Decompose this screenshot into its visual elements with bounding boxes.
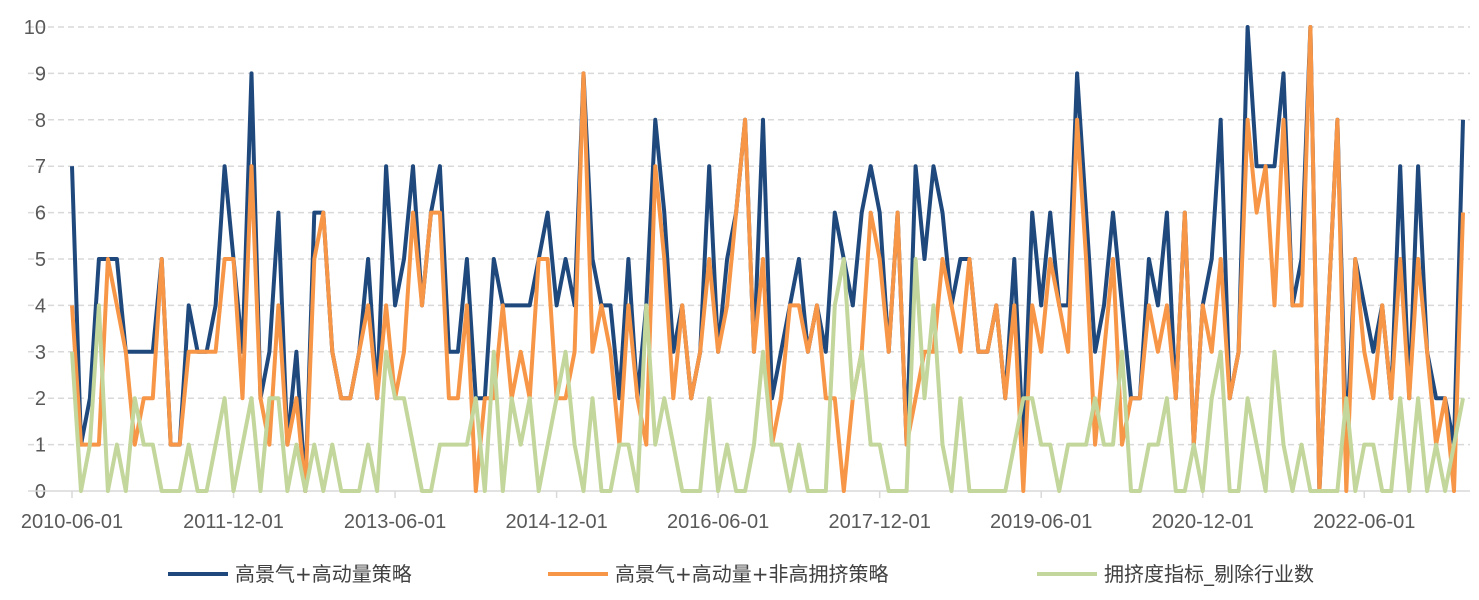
y-tick-label: 0	[35, 481, 46, 503]
y-tick-label: 5	[35, 249, 46, 271]
y-tick-label: 7	[35, 156, 46, 178]
y-tick-label: 10	[24, 17, 46, 39]
y-tick-label: 6	[35, 203, 46, 225]
y-tick-label: 4	[35, 295, 46, 317]
y-axis-tick-labels: 0 1 2 3 4 5 6 7 8 9 10	[24, 17, 46, 503]
x-tick-label: 2020-12-01	[1152, 511, 1254, 533]
x-tick-label: 2022-06-01	[1313, 511, 1415, 533]
x-tick-label: 2013-06-01	[344, 511, 446, 533]
series-2	[70, 257, 1465, 493]
series-line-2	[70, 257, 1465, 493]
y-tick-label: 9	[35, 63, 46, 85]
legend: 高景气+高动量策略 高景气+高动量+非高拥挤策略 拥挤度指标_剔除行业数	[168, 562, 1314, 586]
x-tick-label: 2017-12-01	[829, 511, 931, 533]
y-tick-label: 1	[35, 435, 46, 457]
legend-item-series-2[interactable]: 拥挤度指标_剔除行业数	[1037, 562, 1314, 586]
x-tick-label: 2014-12-01	[505, 511, 607, 533]
legend-label-series-0: 高景气+高动量策略	[235, 562, 412, 586]
x-tick-label: 2010-06-01	[21, 511, 123, 533]
legend-item-series-0[interactable]: 高景气+高动量策略	[168, 562, 412, 586]
y-tick-label: 8	[35, 110, 46, 132]
x-axis: 2010-06-01 2011-12-01 2013-06-01 2014-12-01…	[21, 490, 1470, 533]
series-lines	[70, 25, 1465, 493]
y-tick-label: 2	[35, 388, 46, 410]
legend-item-series-1[interactable]: 高景气+高动量+非高拥挤策略	[548, 562, 889, 586]
y-tick-label: 3	[35, 342, 46, 364]
x-tick-label: 2019-06-01	[990, 511, 1092, 533]
x-tick-label: 2011-12-01	[183, 511, 284, 533]
legend-label-series-1: 高景气+高动量+非高拥挤策略	[615, 562, 889, 586]
legend-label-series-2: 拥挤度指标_剔除行业数	[1104, 562, 1314, 586]
x-tick-label: 2016-06-01	[667, 511, 769, 533]
